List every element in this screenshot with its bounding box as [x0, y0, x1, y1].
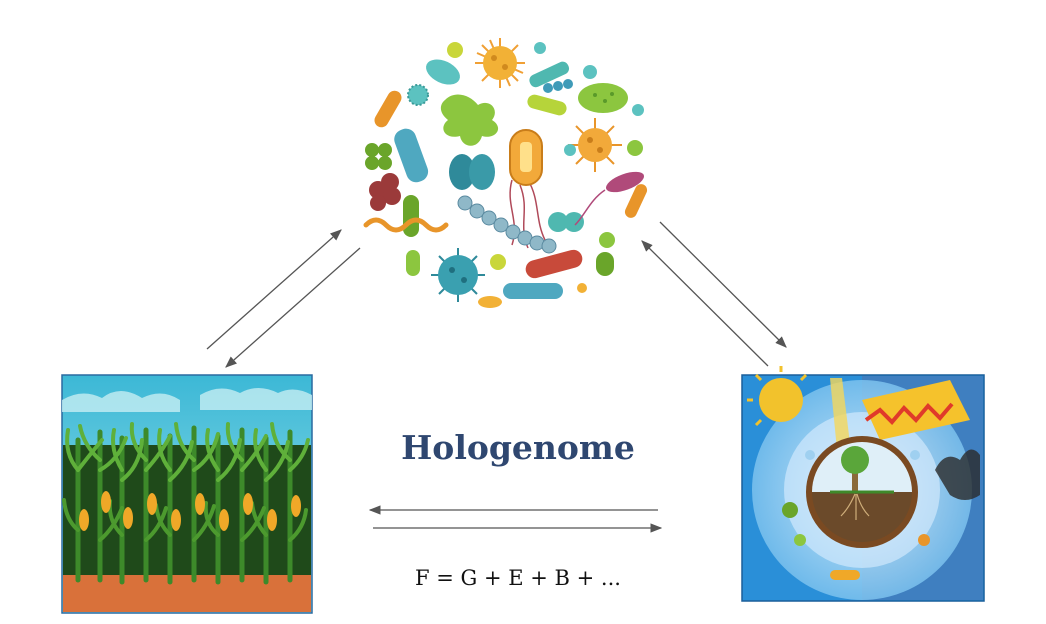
- teal-bacterium-icon: [426, 59, 460, 85]
- hologenome-formula: F = G + E + B + ...: [415, 566, 621, 590]
- diatom-icon: [449, 154, 475, 190]
- orange-virus-icon: [568, 118, 622, 172]
- green-bacterium-icon: [578, 83, 628, 113]
- diagram-title: Hologenome: [401, 428, 635, 467]
- environment-globe-icon: [741, 366, 985, 602]
- corn-cob-icon: [79, 491, 301, 531]
- green-amoeba-icon: [440, 94, 499, 146]
- spiky-virus-icon: [475, 38, 525, 88]
- arrows: [206, 221, 787, 533]
- arrow-corn-to-microbiome: [206, 229, 342, 350]
- sun-icon: [747, 366, 808, 427]
- arrow-microbiome-to-corn: [225, 247, 361, 368]
- corn-field-icon: [61, 374, 313, 614]
- microbiome-cluster-icon: [363, 38, 648, 308]
- teal-virus-icon: [431, 248, 485, 302]
- arrow-environment-to-microbiome: [641, 240, 769, 367]
- arrow-microbiome-to-environment: [659, 221, 787, 348]
- bead-chain-icon: [457, 195, 557, 254]
- red-coccus-icon: [369, 173, 401, 211]
